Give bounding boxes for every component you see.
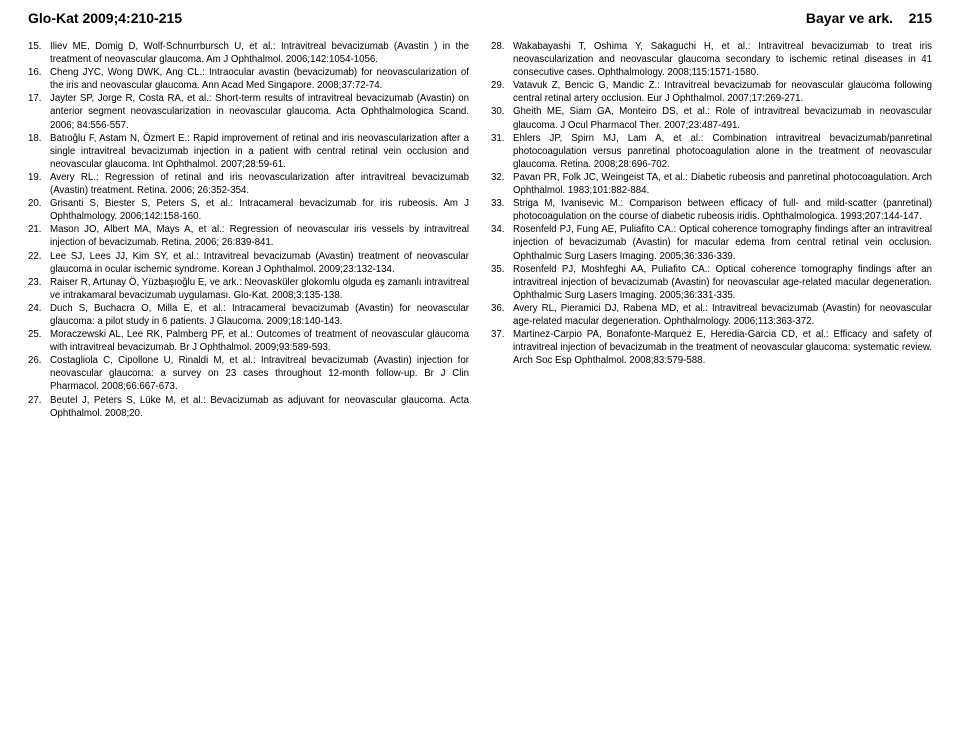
reference-text: Martinez-Carpio PA, Bonafonte-Marquez E,… [513,328,932,367]
reference-text: Gheith ME, Siam GA, Monteiro DS, et al.:… [513,105,932,131]
reference-item: 36.Avery RL, Pieramici DJ, Rabena MD, et… [491,302,932,328]
reference-text: Pavan PR, Folk JC, Weingeist TA, et al.:… [513,171,932,197]
reference-number: 30. [491,105,513,131]
reference-number: 26. [28,354,50,393]
reference-text: Wakabayashi T, Oshima Y, Sakaguchi H, et… [513,40,932,79]
reference-text: Avery RL.: Regression of retinal and iri… [50,171,469,197]
header-page-number: 215 [909,10,932,26]
reference-item: 37.Martinez-Carpio PA, Bonafonte-Marquez… [491,328,932,367]
reference-number: 34. [491,223,513,262]
reference-text: Rosenfeld PJ, Moshfeghi AA, Puliafito CA… [513,263,932,302]
reference-text: Moraczewski AL, Lee RK, Palmberg PF, et … [50,328,469,354]
reference-number: 18. [28,132,50,171]
reference-item: 18.Batıoğlu F, Astam N, Özmert E.: Rapid… [28,132,469,171]
reference-item: 26.Costagliola C, Cipollone U, Rinaldi M… [28,354,469,393]
reference-text: Rosenfeld PJ, Fung AE, Puliafito CA.: Op… [513,223,932,262]
header-journal: Glo-Kat 2009;4:210-215 [28,10,182,26]
references-right-column: 28.Wakabayashi T, Oshima Y, Sakaguchi H,… [491,40,932,420]
reference-text: Jayter SP, Jorge R, Costa RA, et al.: Sh… [50,92,469,131]
reference-number: 32. [491,171,513,197]
references-columns: 15.Iliev ME, Domig D, Wolf-Schnurrbursch… [28,40,932,420]
reference-text: Cheng JYC, Wong DWK, Ang CL.: Intraocula… [50,66,469,92]
reference-item: 19.Avery RL.: Regression of retinal and … [28,171,469,197]
reference-item: 34.Rosenfeld PJ, Fung AE, Puliafito CA.:… [491,223,932,262]
reference-item: 20.Grisanti S, Biester S, Peters S, et a… [28,197,469,223]
reference-item: 29.Vatavuk Z, Bencic G, Mandic Z.: Intra… [491,79,932,105]
reference-text: Lee SJ, Lees JJ, Kim SY, et al.: Intravi… [50,250,469,276]
reference-number: 24. [28,302,50,328]
reference-text: Avery RL, Pieramici DJ, Rabena MD, et al… [513,302,932,328]
reference-text: Raiser R, Artunay Ö, Yüzbaşıoğlu E, ve a… [50,276,469,302]
reference-item: 31.Ehlers JP, Spirn MJ, Lam A, et al.: C… [491,132,932,171]
reference-number: 29. [491,79,513,105]
reference-text: Striga M, Ivanisevic M.: Comparison betw… [513,197,932,223]
reference-text: Grisanti S, Biester S, Peters S, et al.:… [50,197,469,223]
reference-number: 35. [491,263,513,302]
reference-item: 15.Iliev ME, Domig D, Wolf-Schnurrbursch… [28,40,469,66]
reference-item: 28.Wakabayashi T, Oshima Y, Sakaguchi H,… [491,40,932,79]
reference-number: 21. [28,223,50,249]
reference-item: 22.Lee SJ, Lees JJ, Kim SY, et al.: Intr… [28,250,469,276]
reference-number: 20. [28,197,50,223]
reference-item: 32.Pavan PR, Folk JC, Weingeist TA, et a… [491,171,932,197]
reference-number: 15. [28,40,50,66]
reference-number: 27. [28,394,50,420]
reference-item: 35.Rosenfeld PJ, Moshfeghi AA, Puliafito… [491,263,932,302]
reference-text: Ehlers JP, Spirn MJ, Lam A, et al.: Comb… [513,132,932,171]
reference-number: 17. [28,92,50,131]
reference-number: 33. [491,197,513,223]
reference-item: 16.Cheng JYC, Wong DWK, Ang CL.: Intraoc… [28,66,469,92]
reference-item: 23.Raiser R, Artunay Ö, Yüzbaşıoğlu E, v… [28,276,469,302]
reference-number: 25. [28,328,50,354]
reference-number: 16. [28,66,50,92]
reference-item: 25.Moraczewski AL, Lee RK, Palmberg PF, … [28,328,469,354]
reference-text: Batıoğlu F, Astam N, Özmert E.: Rapid im… [50,132,469,171]
reference-text: Mason JO, Albert MA, Mays A, et al.: Reg… [50,223,469,249]
reference-number: 19. [28,171,50,197]
reference-number: 23. [28,276,50,302]
reference-item: 30.Gheith ME, Siam GA, Monteiro DS, et a… [491,105,932,131]
reference-item: 17.Jayter SP, Jorge R, Costa RA, et al.:… [28,92,469,131]
reference-number: 28. [491,40,513,79]
header-author: Bayar ve ark. [806,10,893,26]
reference-number: 31. [491,132,513,171]
reference-item: 27.Beutel J, Peters S, Lüke M, et al.: B… [28,394,469,420]
reference-number: 37. [491,328,513,367]
references-left-column: 15.Iliev ME, Domig D, Wolf-Schnurrbursch… [28,40,469,420]
reference-text: Beutel J, Peters S, Lüke M, et al.: Beva… [50,394,469,420]
reference-number: 36. [491,302,513,328]
reference-text: Costagliola C, Cipollone U, Rinaldi M, e… [50,354,469,393]
reference-text: Vatavuk Z, Bencic G, Mandic Z.: Intravit… [513,79,932,105]
reference-text: Duch S, Buchacra O, Milla E, et al.: Int… [50,302,469,328]
page-header: Glo-Kat 2009;4:210-215 Bayar ve ark. 215 [28,10,932,26]
reference-item: 33.Striga M, Ivanisevic M.: Comparison b… [491,197,932,223]
reference-text: Iliev ME, Domig D, Wolf-Schnurrbursch U,… [50,40,469,66]
reference-item: 21.Mason JO, Albert MA, Mays A, et al.: … [28,223,469,249]
reference-number: 22. [28,250,50,276]
reference-item: 24.Duch S, Buchacra O, Milla E, et al.: … [28,302,469,328]
